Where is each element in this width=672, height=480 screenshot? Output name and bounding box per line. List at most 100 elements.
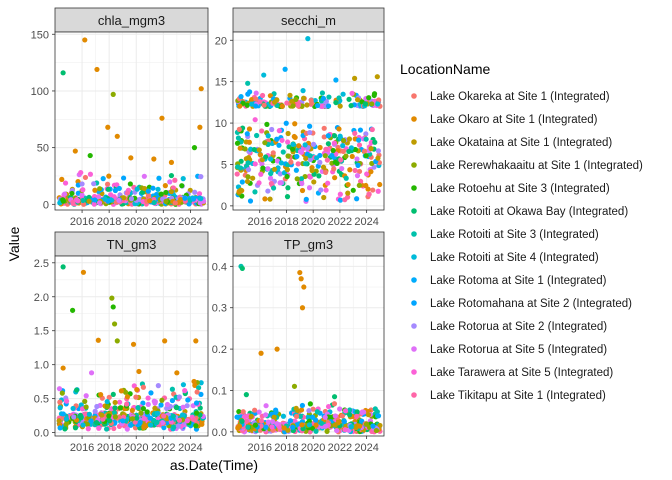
data-point-outlier <box>151 156 157 162</box>
x-tick-label: 2024 <box>178 442 202 454</box>
legend-label: Lake Rotomahana at Site 2 (Integrated) <box>430 298 632 310</box>
legend-item: Lake Rotoiti at Site 3 (Integrated) <box>411 229 599 241</box>
data-point <box>112 399 118 406</box>
data-point <box>285 139 291 145</box>
data-point <box>263 412 269 418</box>
legend-key <box>411 277 417 283</box>
data-point <box>184 403 190 409</box>
data-point <box>134 387 140 393</box>
legend-label: Lake Rotoiti at Site 3 (Integrated) <box>430 229 599 241</box>
data-point <box>293 96 299 102</box>
data-point <box>180 176 186 182</box>
x-tick-label: 2022 <box>328 442 352 454</box>
data-point <box>175 423 181 429</box>
data-point <box>299 422 305 428</box>
data-point <box>110 391 116 398</box>
data-point <box>254 132 260 139</box>
legend-key <box>411 392 417 398</box>
data-point <box>306 422 313 428</box>
legend-label: Lake Tarawera at Site 5 (Integrated) <box>430 367 613 379</box>
data-point <box>324 157 330 163</box>
data-point <box>244 178 251 185</box>
y-tick-label: 0.0 <box>212 427 227 439</box>
data-point-outlier <box>261 72 267 78</box>
data-point <box>325 103 332 109</box>
data-point <box>141 173 147 179</box>
data-point <box>79 192 85 198</box>
data-point <box>362 101 369 107</box>
data-point <box>268 180 274 187</box>
data-point <box>190 196 197 202</box>
panel-border <box>54 31 209 211</box>
data-point <box>320 164 327 170</box>
data-point <box>269 418 276 425</box>
data-point <box>92 408 98 414</box>
data-point <box>317 144 323 151</box>
data-point <box>322 153 328 159</box>
data-point <box>145 192 152 198</box>
legend-item: Lake Rotoehu at Site 3 (Integrated) <box>411 183 610 195</box>
data-point <box>256 180 262 186</box>
data-point <box>331 140 337 146</box>
x-tick-label: 2020 <box>301 216 325 228</box>
data-point-outlier <box>193 338 199 344</box>
data-point <box>80 197 86 204</box>
data-point <box>83 411 89 417</box>
data-point <box>333 99 339 106</box>
data-point <box>363 136 369 142</box>
data-point <box>133 394 139 400</box>
data-point <box>299 187 306 194</box>
data-point <box>365 412 372 418</box>
data-point-outlier <box>80 269 87 275</box>
data-point-outlier <box>79 181 85 187</box>
data-point <box>342 427 348 433</box>
data-point <box>303 155 309 161</box>
y-tick-label: 0.2 <box>212 344 227 356</box>
panel-TN_gm3: TN_gm3 0.0 0.5 1.0 1.5 2.0 2.5 2016 2018 2020 2022… <box>34 231 209 454</box>
data-point <box>80 187 86 193</box>
data-point <box>238 187 244 193</box>
data-point <box>347 407 353 413</box>
data-point <box>159 397 165 403</box>
data-point <box>323 423 329 429</box>
data-point <box>337 197 344 203</box>
data-point <box>96 200 103 206</box>
data-point <box>147 198 153 204</box>
y-tick-label: 1.0 <box>34 360 49 372</box>
data-point <box>106 173 112 179</box>
data-point <box>150 185 156 191</box>
data-point <box>309 167 315 174</box>
data-point <box>274 158 281 164</box>
x-tick-label: 2020 <box>301 442 325 454</box>
data-point <box>179 183 185 189</box>
legend-label: Lake Rotoiti at Site 4 (Integrated) <box>430 252 599 264</box>
data-point <box>285 185 291 191</box>
data-point-outlier <box>88 370 95 376</box>
data-point <box>148 390 154 396</box>
data-point-outlier <box>174 370 180 376</box>
legend-item: Lake Rotoiti at Okawa Bay (Integrated) <box>411 206 628 218</box>
legend-label: Lake Tikitapu at Site 1 (Integrated) <box>430 390 606 402</box>
data-point <box>278 160 284 166</box>
data-point <box>307 129 313 136</box>
x-tick-label: 2018 <box>274 216 298 228</box>
data-point <box>350 187 356 193</box>
data-point <box>340 91 346 97</box>
data-point <box>259 161 265 167</box>
y-tick-label: 100 <box>31 86 49 98</box>
data-point <box>97 186 103 192</box>
data-point <box>284 173 290 180</box>
data-point <box>91 181 97 187</box>
data-point <box>161 425 167 431</box>
data-point-outlier <box>130 341 137 347</box>
panel-chla_mgm3: chla_mgm3 0 50 100 150 2016 2018 2020 2022 2024 <box>31 7 209 228</box>
legend-key <box>411 185 417 191</box>
y-tick-label: 0.0 <box>34 428 49 440</box>
data-point <box>252 422 259 428</box>
data-point <box>375 155 381 161</box>
data-point <box>271 414 277 420</box>
data-point <box>145 188 151 194</box>
x-tick-label: 2020 <box>124 216 148 228</box>
data-point <box>289 98 295 104</box>
